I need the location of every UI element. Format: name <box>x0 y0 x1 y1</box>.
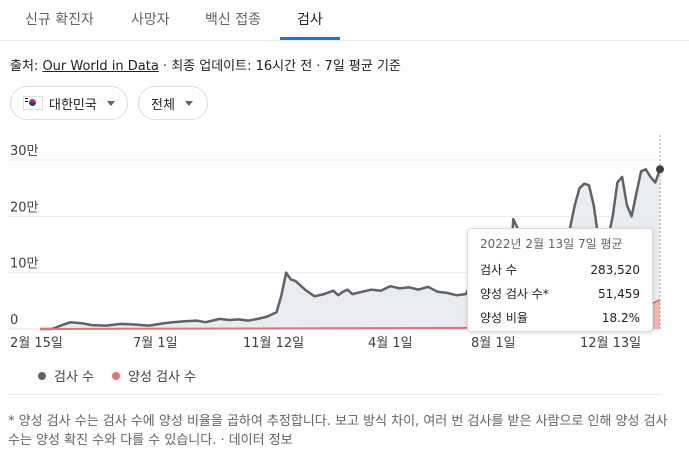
scope-select-label: 전체 <box>151 97 175 113</box>
chevron-down-icon <box>184 100 193 106</box>
legend-label-positive[interactable]: 양성 검사 수 <box>128 370 197 385</box>
tab-vaccinations[interactable]: 백신 접종 <box>205 12 261 28</box>
x-tick-label: 4월 1일 <box>368 336 413 351</box>
tooltip-row-tests: 검사 수 283,520 <box>480 258 640 282</box>
footnote: * 양성 검사 수는 검사 수에 양성 비율을 곱하여 추정합니다. 보고 방식… <box>8 414 668 448</box>
source-suffix: · 최종 업데이트: 16시간 전 · 7일 평균 기준 <box>158 59 401 74</box>
legend-dot-tests <box>38 371 46 380</box>
chevron-down-icon <box>106 100 115 106</box>
country-select[interactable]: 대한민국 <box>10 86 128 120</box>
chart-tooltip: 2022년 2월 13일 7일 평균 검사 수 283,520 양성 검사 수*… <box>467 228 653 332</box>
legend-dot-positive <box>112 371 121 380</box>
scope-select[interactable]: 전체 <box>138 86 208 120</box>
legend-label-tests[interactable]: 검사 수 <box>54 370 95 385</box>
tooltip-title: 2022년 2월 13일 7일 평균 <box>480 237 623 251</box>
tooltip-value: 283,520 <box>590 263 640 277</box>
tab-tests[interactable]: 검사 <box>297 12 323 28</box>
x-tick-label: 11월 12일 <box>243 336 304 351</box>
x-tick-label: 8월 1일 <box>471 336 516 351</box>
source-link[interactable]: Our World in Data <box>42 59 159 74</box>
tooltip-value: 18.2% <box>601 311 640 325</box>
tooltip-value: 51,459 <box>598 287 640 301</box>
hover-point-tests <box>656 165 664 174</box>
x-tick-label: 2월 15일 <box>10 336 63 351</box>
tab-bar: 신규 확진자 사망자 백신 접종 검사 <box>0 0 689 41</box>
tab-deaths[interactable]: 사망자 <box>131 12 170 28</box>
tooltip-label: 양성 비율 <box>480 311 528 325</box>
divider <box>8 394 662 395</box>
y-tick-label: 20만 <box>10 200 39 215</box>
x-tick-label: 7월 1일 <box>133 336 178 351</box>
source-line: 출처: Our World in Data · 최종 업데이트: 16시간 전 … <box>10 55 401 74</box>
tooltip-row-positive: 양성 검사 수* 51,459 <box>480 282 640 306</box>
source-prefix: 출처: <box>10 59 43 74</box>
tests-line <box>40 168 662 331</box>
x-tick-label: 12월 13일 <box>580 336 641 351</box>
y-tick-label: 10만 <box>10 257 39 272</box>
tooltip-label: 검사 수 <box>480 263 517 277</box>
y-tick-label: 30만 <box>10 144 39 159</box>
tab-new-cases[interactable]: 신규 확진자 <box>25 12 94 28</box>
tooltip-label: 양성 검사 수* <box>480 287 549 301</box>
y-tick-label: 0 <box>10 313 18 328</box>
active-tab-indicator <box>280 37 340 40</box>
tooltip-row-rate: 양성 비율 18.2% <box>480 306 640 330</box>
chart-legend: 검사 수 양성 검사 수 <box>38 366 196 385</box>
korea-flag-icon <box>23 96 43 110</box>
country-select-label: 대한민국 <box>49 97 97 113</box>
